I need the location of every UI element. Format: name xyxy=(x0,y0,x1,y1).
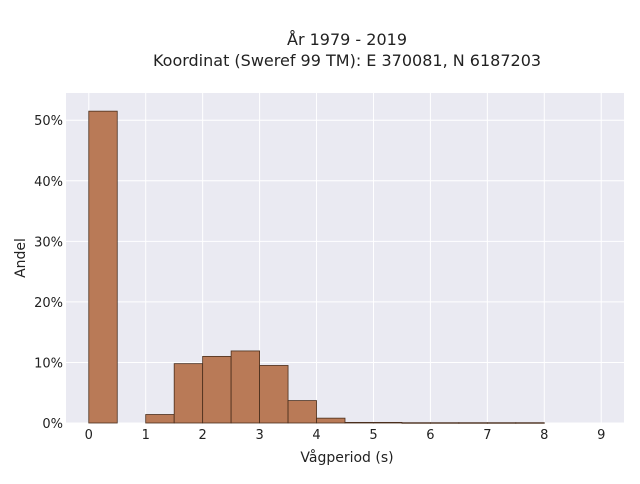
x-tick-label: 6 xyxy=(426,428,434,443)
y-tick-label: 0% xyxy=(42,417,63,432)
y-axis-ticks: 0% 10% 20% 30% 40% 50% xyxy=(34,114,63,432)
y-tick-label: 40% xyxy=(34,175,63,190)
chart-subtitle: Koordinat (Sweref 99 TM): E 370081, N 61… xyxy=(153,51,541,70)
histogram-bar xyxy=(88,110,118,424)
histogram-bar xyxy=(430,422,460,424)
y-tick-label: 10% xyxy=(34,356,63,371)
histogram-bar xyxy=(173,363,204,424)
histogram-bar xyxy=(486,422,517,424)
x-tick-label: 7 xyxy=(483,428,491,443)
x-tick-label: 9 xyxy=(597,428,605,443)
histogram-bar xyxy=(202,355,232,424)
x-tick-label: 4 xyxy=(312,428,320,443)
x-tick-label: 0 xyxy=(85,428,93,443)
y-axis-label: Andel xyxy=(13,238,29,278)
x-tick-label: 2 xyxy=(199,428,207,443)
histogram-bar xyxy=(145,414,175,424)
histogram-bar xyxy=(373,421,403,424)
histogram-bar xyxy=(344,421,374,424)
x-tick-label: 8 xyxy=(540,428,548,443)
chart-title: År 1979 - 2019 xyxy=(287,30,407,49)
histogram-bar xyxy=(458,422,488,424)
y-tick-label: 20% xyxy=(34,296,63,311)
y-tick-label: 30% xyxy=(34,235,63,250)
histogram-bar xyxy=(287,400,317,424)
plot-area xyxy=(66,93,624,423)
histogram-bar xyxy=(515,422,545,424)
histogram-bar xyxy=(230,350,260,424)
x-axis-ticks: 0 1 2 3 4 5 6 7 8 9 xyxy=(85,428,606,443)
x-tick-label: 5 xyxy=(369,428,377,443)
histogram-bar xyxy=(316,417,346,424)
histogram-bars xyxy=(88,110,545,424)
histogram-bar xyxy=(259,365,289,424)
x-tick-label: 3 xyxy=(255,428,263,443)
histogram-bar xyxy=(401,422,431,424)
y-tick-label: 50% xyxy=(34,114,63,129)
x-tick-label: 1 xyxy=(142,428,150,443)
x-axis-label: Vågperiod (s) xyxy=(300,449,393,466)
